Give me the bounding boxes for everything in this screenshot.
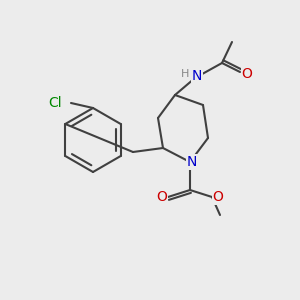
Text: H: H — [181, 69, 189, 79]
Text: O: O — [157, 190, 167, 204]
Text: O: O — [213, 190, 224, 204]
Text: Cl: Cl — [48, 96, 62, 110]
Text: N: N — [187, 155, 197, 169]
Text: N: N — [192, 69, 202, 83]
Text: O: O — [242, 67, 252, 81]
